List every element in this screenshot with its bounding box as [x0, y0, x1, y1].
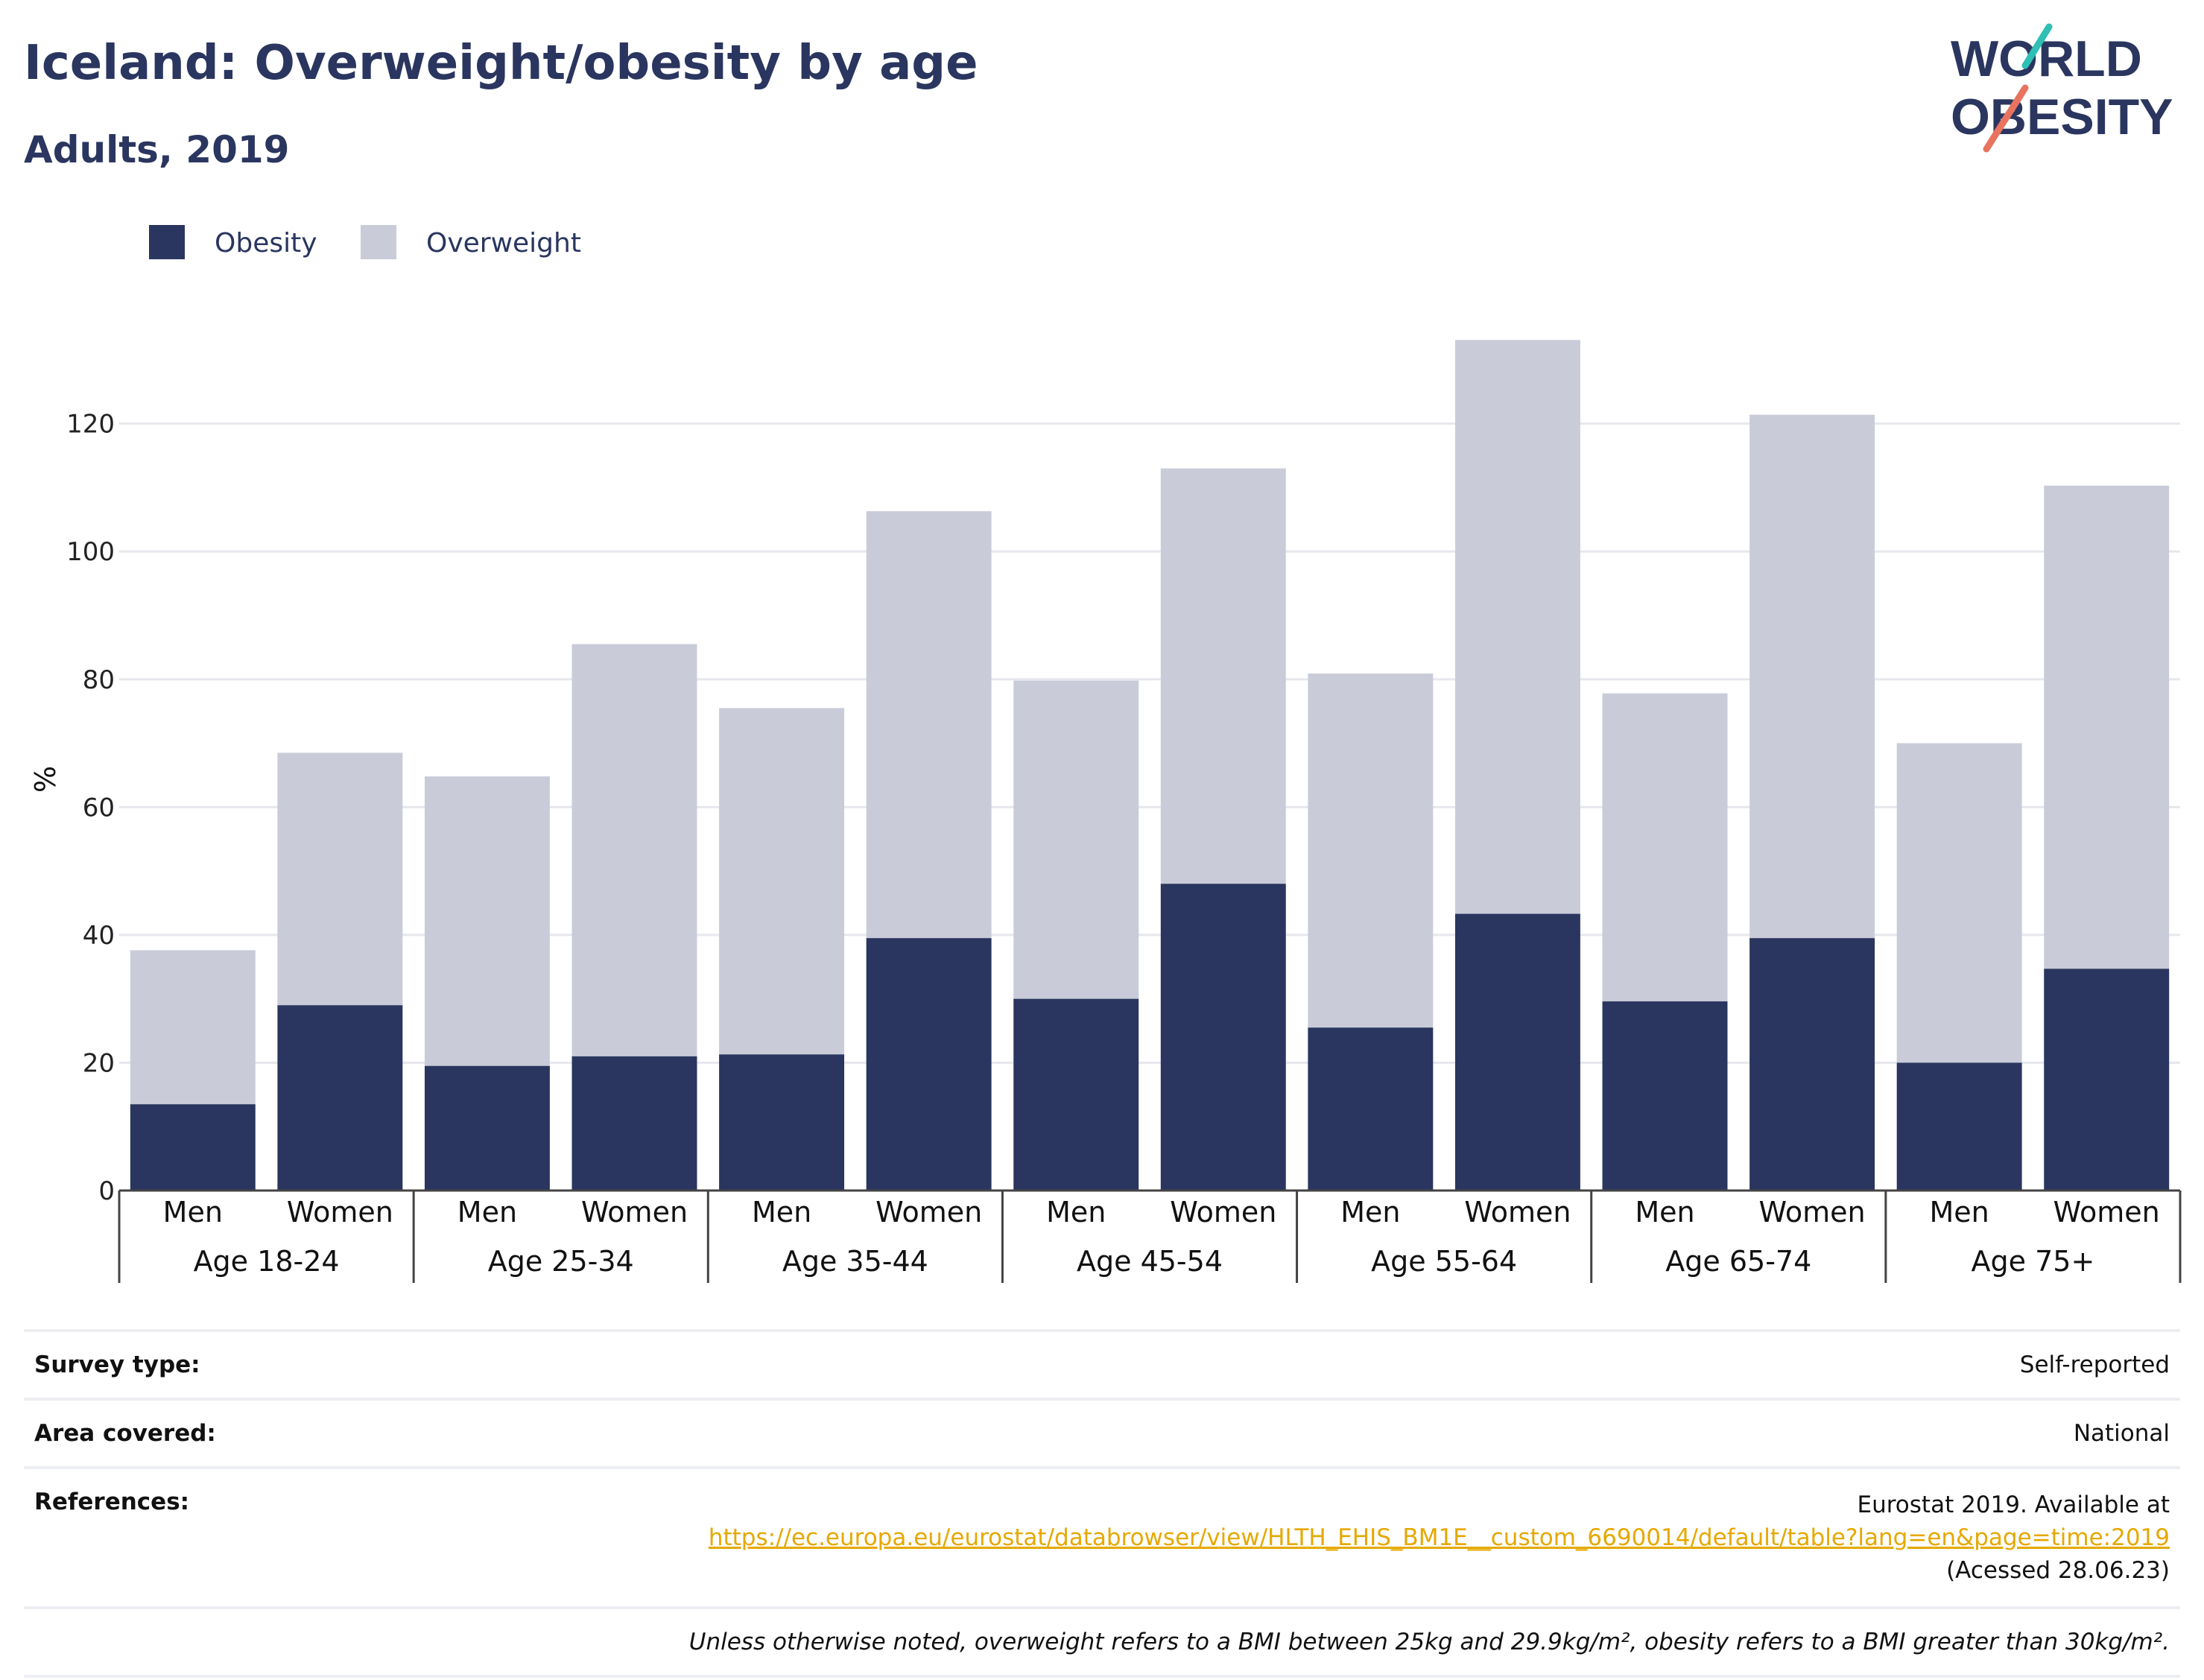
logo-word-obesity: OBESITY	[1951, 89, 2173, 145]
bar-obesity	[1454, 913, 1580, 1191]
area-covered-value: National	[2073, 1420, 2170, 1447]
bar-overweight	[1013, 680, 1139, 999]
bar-obesity	[1160, 884, 1286, 1191]
x-tick-label: Women	[1170, 1196, 1276, 1229]
bar-obesity	[1749, 938, 1875, 1191]
x-tick-label: Men	[163, 1196, 223, 1229]
x-axis: Men Women Men Women Men Women Men Women Men Women…	[118, 1189, 2182, 1283]
bar-obesity	[1896, 1062, 2022, 1191]
group-label: Age 45-54	[1077, 1245, 1223, 1278]
logo-word-world: WORLD	[1951, 31, 2142, 87]
group-label: Age 35-44	[782, 1245, 928, 1278]
area-covered-label: Area covered:	[34, 1420, 216, 1447]
group-label: Age 25-34	[488, 1245, 634, 1278]
y-tick-label: 0	[98, 1176, 115, 1206]
bar-obesity	[130, 1104, 256, 1191]
references-value: Eurostat 2019. Available at https://ec.e…	[709, 1489, 2170, 1587]
x-tick-label: Men	[457, 1196, 517, 1229]
bar-obesity	[719, 1054, 845, 1191]
bar-overweight	[130, 950, 256, 1105]
bar-overweight	[1749, 414, 1875, 939]
bar-overweight	[1308, 673, 1434, 1028]
x-tick-label: Women	[1759, 1196, 1866, 1229]
bar-obesity	[866, 938, 992, 1191]
bar-overweight	[2044, 485, 2170, 969]
x-tick-label: Women	[2053, 1196, 2160, 1229]
x-tick-label: Women	[1464, 1196, 1571, 1229]
logo-coral-slash	[1983, 84, 2029, 153]
y-tick-label: 40	[83, 921, 115, 951]
references-row: References: Eurostat 2019. Available at …	[24, 1466, 2180, 1606]
references-link[interactable]: https://ec.europa.eu/eurostat/databrowse…	[708, 1524, 2170, 1551]
chart-title: Iceland: Overweight/obesity by age	[24, 36, 978, 91]
bar-obesity	[1013, 998, 1139, 1191]
survey-type-label: Survey type:	[34, 1351, 200, 1378]
legend-label-overweight: Overweight	[426, 228, 581, 259]
bar-obesity	[1308, 1027, 1434, 1191]
group-label: Age 18-24	[194, 1245, 340, 1278]
group-label: Age 75+	[1972, 1245, 2095, 1278]
bar-overweight	[571, 644, 697, 1056]
x-tick-label: Men	[1930, 1196, 1989, 1229]
bar-overweight	[277, 752, 403, 1006]
y-tick-label: 100	[66, 537, 115, 567]
bar-overweight	[719, 708, 845, 1055]
bar-obesity	[424, 1065, 550, 1191]
y-tick-label: 120	[66, 410, 115, 440]
y-axis: 0 20 40 60 80 100 120%	[29, 410, 115, 1206]
legend: Obesity Overweight	[149, 225, 581, 259]
note-row: Unless otherwise noted, overweight refer…	[24, 1606, 2180, 1678]
bar-overweight	[1896, 743, 2022, 1063]
x-tick-label: Men	[1046, 1196, 1106, 1229]
references-accessed: (Acessed 28.06.23)	[1946, 1557, 2170, 1584]
bar-obesity	[571, 1056, 697, 1191]
x-tick-label: Men	[752, 1196, 811, 1229]
legend-swatch-overweight	[361, 225, 396, 259]
references-label: References:	[34, 1489, 190, 1515]
bar-overweight	[1160, 468, 1286, 884]
y-tick-label: 20	[83, 1048, 115, 1078]
y-tick-label: 60	[83, 793, 115, 822]
world-obesity-logo: WORLD OBESITY	[1951, 23, 2173, 153]
info-table: Survey type: Self-reported Area covered:…	[24, 1329, 2180, 1678]
bar-obesity	[1602, 1001, 1728, 1191]
x-tick-label: Men	[1340, 1196, 1400, 1229]
x-tick-label: Men	[1635, 1196, 1694, 1229]
x-tick-label: Women	[875, 1196, 982, 1229]
stacked-bar-chart: Obesity Overweight 0 20 40 60 80 100 120% Men Wo…	[29, 225, 2182, 1283]
bar-overweight	[424, 776, 550, 1066]
bar-obesity	[277, 1005, 403, 1191]
survey-type-row: Survey type: Self-reported	[24, 1329, 2180, 1398]
bar-overweight	[866, 511, 992, 939]
group-label: Age 65-74	[1665, 1245, 1811, 1278]
legend-label-obesity: Obesity	[215, 228, 317, 259]
y-axis-label: %	[29, 766, 62, 793]
definition-note: Unless otherwise noted, overweight refer…	[688, 1629, 2170, 1655]
bar-overweight	[1602, 693, 1728, 1002]
bars	[130, 340, 2170, 1191]
references-source: Eurostat 2019. Available at	[1857, 1492, 2170, 1518]
x-tick-label: Women	[581, 1196, 688, 1229]
y-tick-label: 80	[83, 665, 115, 695]
group-label: Age 55-64	[1371, 1245, 1517, 1278]
chart-subtitle: Adults, 2019	[24, 128, 290, 171]
bar-obesity	[2044, 969, 2170, 1191]
logo-teal-slash	[2021, 23, 2053, 69]
legend-swatch-obesity	[149, 225, 185, 259]
area-covered-row: Area covered: National	[24, 1398, 2180, 1466]
x-tick-label: Women	[287, 1196, 393, 1229]
survey-type-value: Self-reported	[2019, 1351, 2170, 1378]
bar-overweight	[1454, 340, 1580, 914]
